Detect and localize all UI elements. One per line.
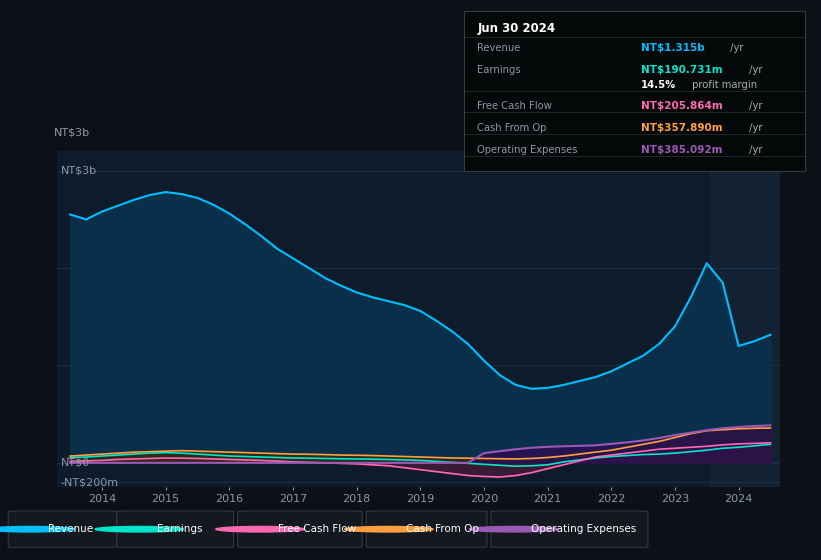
Text: NT$0: NT$0: [61, 458, 89, 468]
Text: NT$205.864m: NT$205.864m: [641, 101, 722, 110]
Text: Jun 30 2024: Jun 30 2024: [478, 22, 556, 35]
Text: Operating Expenses: Operating Expenses: [531, 524, 636, 534]
Text: NT$190.731m: NT$190.731m: [641, 66, 722, 76]
Text: NT$357.890m: NT$357.890m: [641, 123, 722, 133]
Bar: [710, 151, 780, 487]
Circle shape: [95, 526, 184, 532]
Text: Operating Expenses: Operating Expenses: [478, 145, 578, 155]
Text: Revenue: Revenue: [48, 524, 94, 534]
Text: /yr: /yr: [746, 145, 763, 155]
Text: Earnings: Earnings: [157, 524, 203, 534]
Text: NT$385.092m: NT$385.092m: [641, 145, 722, 155]
Text: NT$3b: NT$3b: [61, 166, 97, 176]
Text: Earnings: Earnings: [478, 66, 521, 76]
Text: /yr: /yr: [746, 66, 763, 76]
Text: NT$3b: NT$3b: [54, 128, 90, 138]
Text: Cash From Op: Cash From Op: [406, 524, 479, 534]
Text: profit margin: profit margin: [689, 80, 757, 90]
Text: /yr: /yr: [727, 43, 743, 53]
Text: -NT$200m: -NT$200m: [61, 477, 119, 487]
FancyBboxPatch shape: [117, 511, 233, 547]
Text: Free Cash Flow: Free Cash Flow: [478, 101, 553, 110]
Text: Revenue: Revenue: [478, 43, 521, 53]
Text: /yr: /yr: [746, 101, 763, 110]
Circle shape: [470, 526, 557, 532]
Text: NT$1.315b: NT$1.315b: [641, 43, 704, 53]
Text: /yr: /yr: [746, 123, 763, 133]
Text: Cash From Op: Cash From Op: [478, 123, 547, 133]
Text: Free Cash Flow: Free Cash Flow: [277, 524, 355, 534]
FancyBboxPatch shape: [237, 511, 362, 547]
FancyBboxPatch shape: [8, 511, 117, 547]
Circle shape: [345, 526, 433, 532]
FancyBboxPatch shape: [491, 511, 648, 547]
FancyBboxPatch shape: [366, 511, 487, 547]
Circle shape: [0, 526, 75, 532]
Text: 14.5%: 14.5%: [641, 80, 677, 90]
Circle shape: [216, 526, 305, 532]
